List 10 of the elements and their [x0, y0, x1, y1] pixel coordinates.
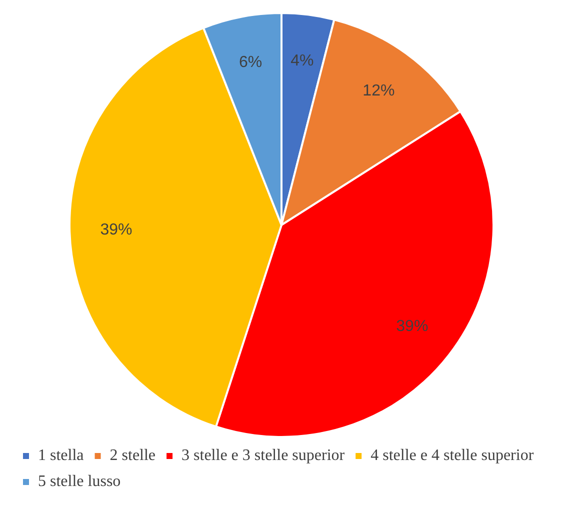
legend-label: 4 stelle e 4 stelle superior	[370, 447, 534, 464]
legend-label: 3 stelle e 3 stelle superior	[182, 447, 346, 464]
data-label: 39%	[100, 222, 132, 239]
legend-label: 5 stelle lusso	[38, 473, 121, 490]
legend-label: 2 stelle	[110, 447, 156, 464]
data-label: 39%	[396, 318, 428, 335]
legend-label: 1 stella	[38, 447, 84, 464]
data-label: 4%	[290, 52, 314, 70]
data-label: 12%	[362, 82, 395, 100]
data-label: 6%	[238, 54, 262, 71]
